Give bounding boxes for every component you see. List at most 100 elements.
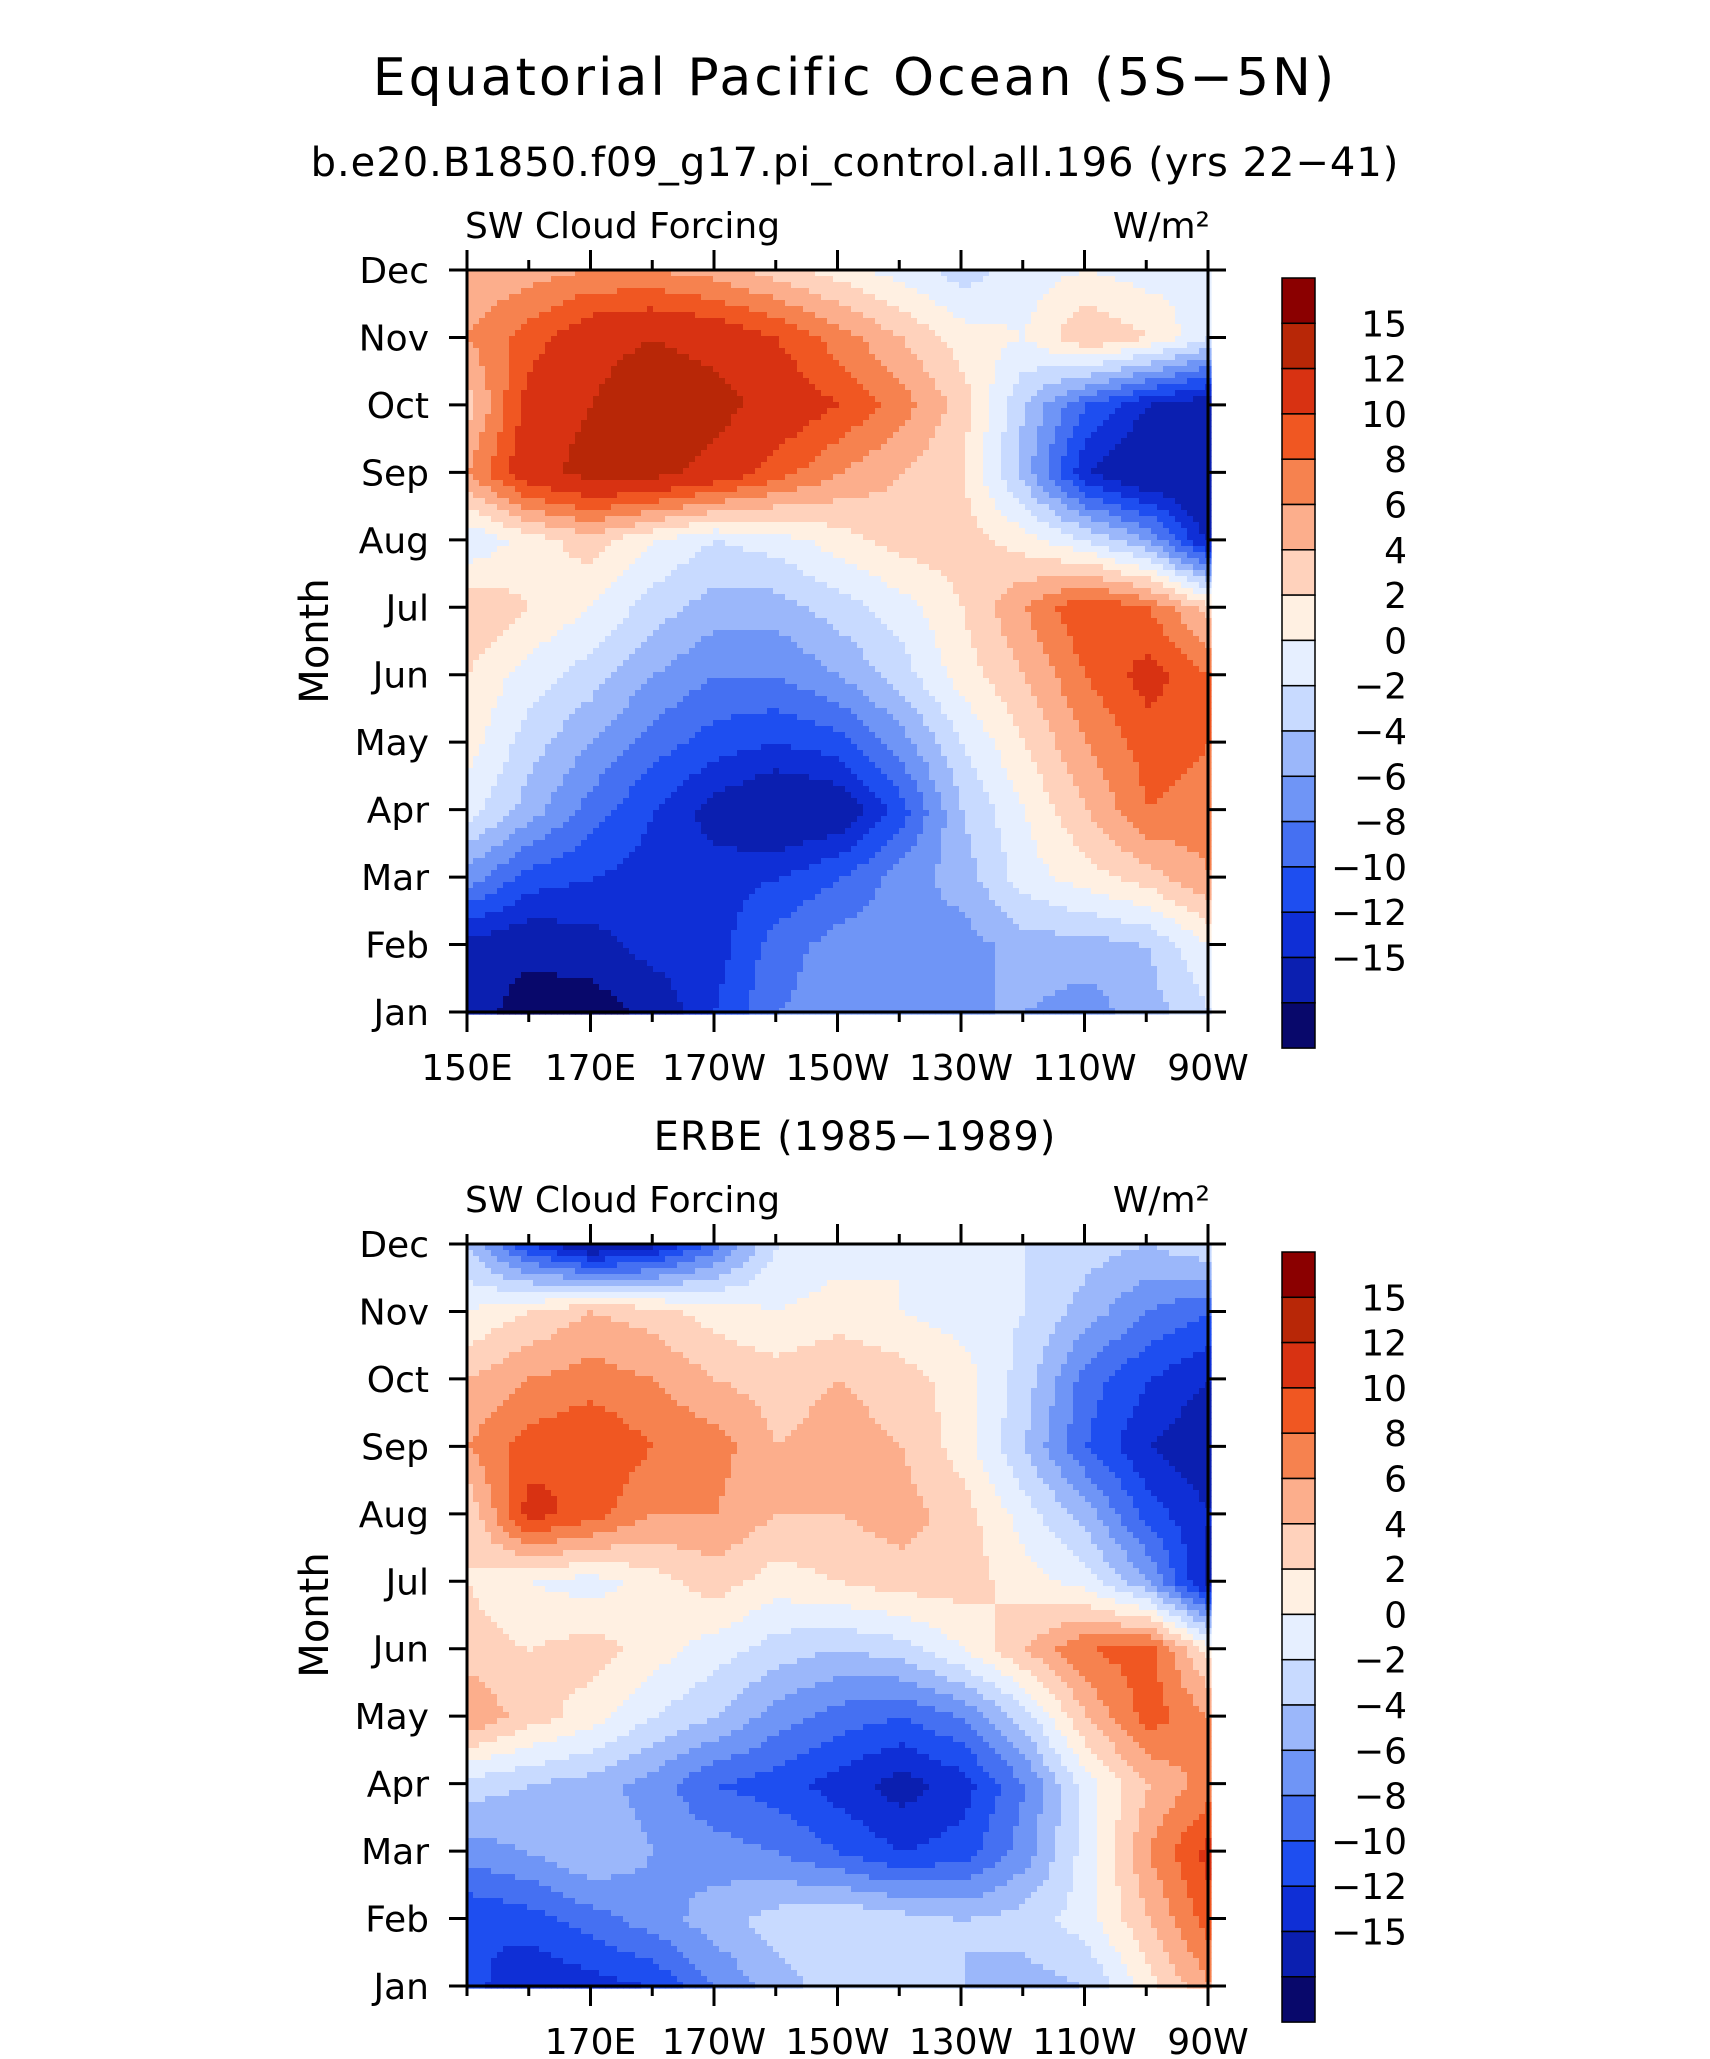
contour-cell bbox=[689, 306, 696, 313]
contour-cell bbox=[491, 504, 498, 511]
contour-cell bbox=[1037, 372, 1044, 379]
contour-cell bbox=[665, 420, 672, 427]
contour-cell bbox=[479, 366, 486, 373]
contour-cell bbox=[569, 498, 576, 505]
contour-cell bbox=[1115, 384, 1122, 391]
contour-cell bbox=[629, 354, 636, 361]
contour-cell bbox=[719, 504, 726, 511]
contour-cell bbox=[701, 504, 708, 511]
contour-cell bbox=[935, 450, 942, 457]
contour-cell bbox=[803, 306, 810, 313]
contour-cell bbox=[929, 450, 936, 457]
contour-cell bbox=[743, 498, 750, 505]
contour-cell bbox=[539, 348, 546, 355]
contour-cell bbox=[893, 408, 900, 415]
contour-cell bbox=[1151, 396, 1158, 403]
contour-cell bbox=[1049, 420, 1056, 427]
contour-cell bbox=[743, 444, 750, 451]
contour-cell bbox=[857, 318, 864, 325]
contour-cell bbox=[659, 414, 666, 421]
contour-cell bbox=[1031, 336, 1038, 343]
contour-cell bbox=[725, 276, 732, 283]
contour-cell bbox=[707, 288, 714, 295]
contour-cell bbox=[491, 372, 498, 379]
contour-cell bbox=[839, 384, 846, 391]
contour-cell bbox=[545, 450, 552, 457]
contour-cell bbox=[989, 504, 996, 511]
contour-cell bbox=[581, 330, 588, 337]
contour-cell bbox=[1079, 306, 1086, 313]
contour-cell bbox=[635, 414, 642, 421]
contour-cell bbox=[821, 378, 828, 385]
contour-cell bbox=[893, 420, 900, 427]
contour-cell bbox=[917, 342, 924, 349]
contour-cell bbox=[743, 342, 750, 349]
contour-cell bbox=[983, 468, 990, 475]
contour-cell bbox=[1055, 462, 1062, 469]
contour-cell bbox=[557, 402, 564, 409]
contour-cell bbox=[1115, 486, 1122, 493]
contour-cell bbox=[791, 294, 798, 301]
contour-cell bbox=[635, 426, 642, 433]
contour-cell bbox=[887, 330, 894, 337]
contour-cell bbox=[977, 348, 984, 355]
contour-cell bbox=[677, 366, 684, 373]
contour-cell bbox=[1001, 432, 1008, 439]
contour-cell bbox=[1139, 414, 1146, 421]
contour-cell bbox=[947, 432, 954, 439]
contour-cell bbox=[821, 288, 828, 295]
contour-cell bbox=[647, 384, 654, 391]
contour-cell bbox=[917, 282, 924, 289]
contour-cell bbox=[899, 462, 906, 469]
contour-cell bbox=[935, 408, 942, 415]
contour-cell bbox=[653, 504, 660, 511]
contour-cell bbox=[533, 474, 540, 481]
contour-cell bbox=[527, 504, 534, 511]
contour-cell bbox=[641, 438, 648, 445]
contour-cell bbox=[1121, 378, 1128, 385]
contour-cell bbox=[599, 336, 606, 343]
contour-cell bbox=[1007, 330, 1014, 337]
contour-cell bbox=[803, 312, 810, 319]
contour-cell bbox=[515, 408, 522, 415]
contour-cell bbox=[1013, 414, 1020, 421]
contour-cell bbox=[497, 438, 504, 445]
contour-cell bbox=[575, 390, 582, 397]
contour-cell bbox=[791, 312, 798, 319]
contour-cell bbox=[473, 312, 480, 319]
contour-cell bbox=[605, 348, 612, 355]
contour-cell bbox=[1001, 270, 1008, 277]
contour-cell bbox=[809, 468, 816, 475]
contour-cell bbox=[1079, 312, 1086, 319]
contour-cell bbox=[1055, 426, 1062, 433]
contour-cell bbox=[797, 330, 804, 337]
contour-cell bbox=[959, 348, 966, 355]
contour-cell bbox=[497, 270, 504, 277]
contour-cell bbox=[995, 396, 1002, 403]
contour-cell bbox=[1019, 366, 1026, 373]
contour-cell bbox=[647, 456, 654, 463]
contour-cell bbox=[653, 282, 660, 289]
contour-cell bbox=[743, 420, 750, 427]
contour-cell bbox=[599, 438, 606, 445]
contour-cell bbox=[641, 462, 648, 469]
contour-cell bbox=[983, 360, 990, 367]
contour-cell bbox=[977, 408, 984, 415]
contour-cell bbox=[1175, 438, 1182, 445]
contour-cell bbox=[533, 390, 540, 397]
contour-cell bbox=[1151, 450, 1158, 457]
contour-cell bbox=[1121, 432, 1128, 439]
contour-cell bbox=[953, 438, 960, 445]
contour-cell bbox=[827, 456, 834, 463]
contour-cell bbox=[1133, 312, 1140, 319]
contour-cell bbox=[1175, 270, 1182, 277]
contour-cell bbox=[881, 492, 888, 499]
contour-cell bbox=[557, 510, 564, 517]
contour-cell bbox=[491, 432, 498, 439]
contour-cell bbox=[941, 402, 948, 409]
contour-cell bbox=[1163, 366, 1170, 373]
contour-cell bbox=[1049, 438, 1056, 445]
contour-cell bbox=[791, 372, 798, 379]
contour-cell bbox=[1043, 492, 1050, 499]
contour-cell bbox=[1115, 354, 1122, 361]
